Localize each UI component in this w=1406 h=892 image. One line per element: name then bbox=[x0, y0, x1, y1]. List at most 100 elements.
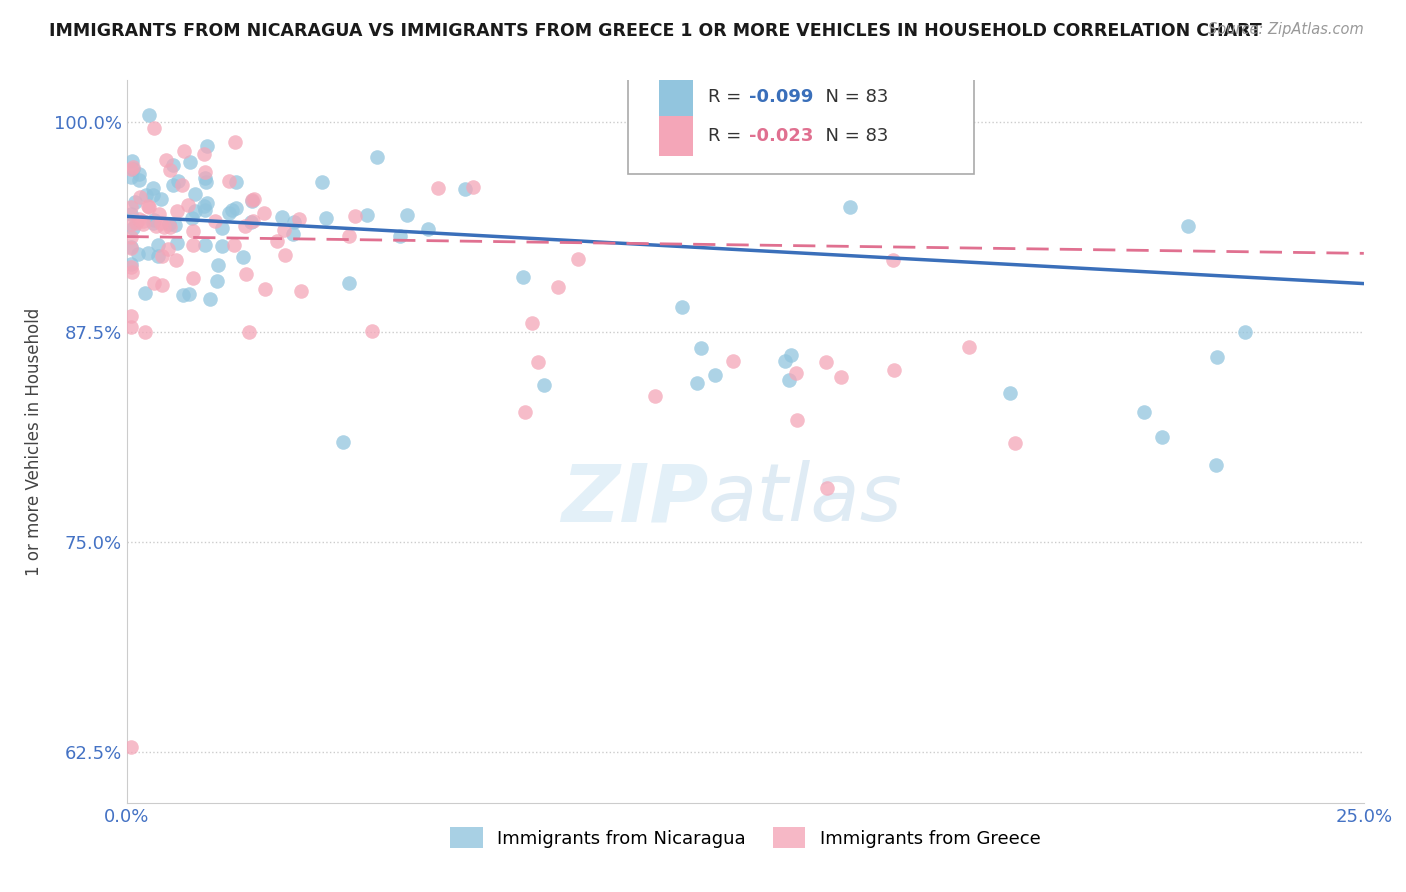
Point bbox=[232, 250, 254, 264]
Point bbox=[166, 204, 188, 219]
Point bbox=[775, 353, 797, 368]
Point bbox=[311, 175, 333, 189]
Point bbox=[198, 292, 221, 306]
Point bbox=[125, 217, 148, 231]
Point bbox=[159, 162, 181, 177]
Point bbox=[149, 216, 172, 230]
Point bbox=[166, 174, 188, 188]
Bar bbox=[658, 116, 693, 156]
Point bbox=[142, 216, 165, 230]
Point bbox=[134, 286, 156, 301]
Point bbox=[225, 175, 247, 189]
Point bbox=[156, 242, 179, 256]
Point bbox=[273, 222, 295, 236]
Text: -0.099: -0.099 bbox=[749, 87, 813, 105]
Point bbox=[121, 740, 143, 755]
Point bbox=[166, 235, 188, 250]
Point bbox=[314, 807, 336, 822]
Point bbox=[135, 187, 157, 202]
Point bbox=[205, 274, 228, 288]
Point bbox=[148, 237, 170, 252]
Point bbox=[163, 218, 186, 232]
Point bbox=[166, 252, 188, 267]
Point bbox=[132, 217, 155, 231]
Point bbox=[233, 219, 256, 233]
Point bbox=[183, 225, 205, 239]
Point bbox=[395, 208, 418, 222]
Text: N = 83: N = 83 bbox=[814, 87, 889, 105]
Text: R =: R = bbox=[709, 87, 747, 105]
Point bbox=[121, 265, 143, 279]
Point bbox=[149, 192, 172, 206]
Text: R =: R = bbox=[709, 128, 747, 145]
Point bbox=[957, 340, 980, 354]
Point bbox=[513, 405, 536, 419]
Point bbox=[1206, 350, 1229, 364]
Point bbox=[142, 120, 165, 135]
Point bbox=[136, 199, 159, 213]
Point bbox=[150, 278, 173, 293]
Bar bbox=[658, 77, 693, 116]
Point bbox=[254, 282, 277, 296]
Point bbox=[129, 190, 152, 204]
Point bbox=[1133, 405, 1156, 419]
Point bbox=[786, 412, 808, 426]
Point bbox=[224, 135, 246, 149]
Point bbox=[453, 182, 475, 196]
Point bbox=[155, 153, 177, 168]
Point bbox=[143, 213, 166, 227]
Point bbox=[547, 280, 569, 294]
Point bbox=[780, 348, 803, 362]
Point bbox=[533, 377, 555, 392]
Point bbox=[136, 246, 159, 260]
Point bbox=[815, 481, 838, 495]
Point bbox=[172, 288, 194, 302]
Point bbox=[283, 215, 305, 229]
Text: IMMIGRANTS FROM NICARAGUA VS IMMIGRANTS FROM GREECE 1 OR MORE VEHICLES IN HOUSEH: IMMIGRANTS FROM NICARAGUA VS IMMIGRANTS … bbox=[49, 22, 1263, 40]
Point bbox=[785, 366, 807, 380]
Point bbox=[121, 257, 143, 271]
Point bbox=[271, 210, 294, 224]
Point bbox=[124, 194, 146, 209]
Point bbox=[193, 199, 215, 213]
Point bbox=[686, 376, 709, 390]
Point bbox=[274, 248, 297, 262]
Point bbox=[183, 187, 205, 202]
Point bbox=[882, 252, 904, 267]
Point bbox=[461, 179, 484, 194]
Point bbox=[142, 188, 165, 202]
Point bbox=[1004, 436, 1026, 450]
Point bbox=[689, 341, 711, 355]
Point bbox=[243, 192, 266, 206]
Point bbox=[204, 214, 226, 228]
Point bbox=[1177, 219, 1199, 233]
Point bbox=[181, 271, 204, 285]
FancyBboxPatch shape bbox=[627, 62, 974, 174]
Point bbox=[194, 164, 217, 178]
Point bbox=[121, 200, 143, 214]
Point bbox=[224, 237, 246, 252]
Point bbox=[128, 173, 150, 187]
Point bbox=[121, 319, 143, 334]
Point bbox=[814, 355, 837, 369]
Point bbox=[337, 228, 360, 243]
Point bbox=[567, 252, 589, 266]
Point bbox=[883, 362, 905, 376]
Point bbox=[195, 176, 218, 190]
Point bbox=[179, 286, 201, 301]
Point bbox=[181, 238, 204, 252]
Point bbox=[195, 195, 218, 210]
Point bbox=[128, 167, 150, 181]
Point bbox=[332, 435, 354, 450]
Point bbox=[225, 201, 247, 215]
Point bbox=[121, 161, 143, 176]
Point bbox=[1152, 429, 1174, 443]
Point bbox=[366, 150, 388, 164]
Point bbox=[778, 373, 800, 387]
Point bbox=[150, 249, 173, 263]
Point bbox=[134, 326, 156, 340]
Point bbox=[315, 211, 337, 226]
Point bbox=[132, 214, 155, 228]
Point bbox=[194, 170, 217, 185]
Point bbox=[142, 181, 165, 195]
